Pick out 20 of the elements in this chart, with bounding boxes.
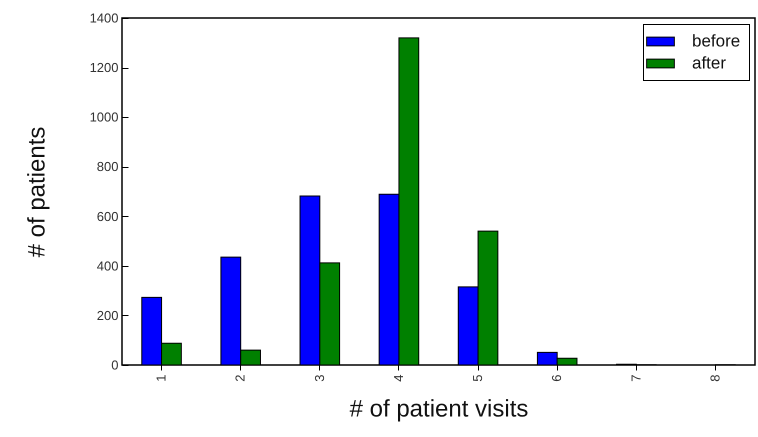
x-tick-label: 8 [707, 374, 722, 382]
y-tick-label: 200 [96, 308, 118, 323]
legend-label: after [692, 54, 726, 72]
y-tick-label: 800 [96, 159, 118, 174]
x-tick-label: 2 [232, 374, 248, 382]
y-tick-label: 0 [111, 358, 118, 372]
x-tick-label: 4 [390, 374, 406, 382]
y-tick-label: 1200 [90, 60, 118, 76]
y-tick-label: 1400 [90, 10, 118, 26]
x-tick-label: 6 [549, 374, 564, 382]
x-tick-label: 5 [470, 374, 486, 382]
x-tick-label: 1 [154, 374, 169, 382]
x-axis-title: # of patient visits [350, 396, 528, 423]
y-tick-label: 600 [96, 208, 118, 224]
x-tick-label: 3 [312, 374, 327, 382]
legend-label: before [692, 32, 740, 50]
x-tick-label: 7 [628, 374, 644, 382]
y-axis-title: # of patients [24, 126, 51, 258]
y-tick-label: 400 [96, 258, 118, 274]
y-tick-label: 1000 [90, 110, 118, 125]
